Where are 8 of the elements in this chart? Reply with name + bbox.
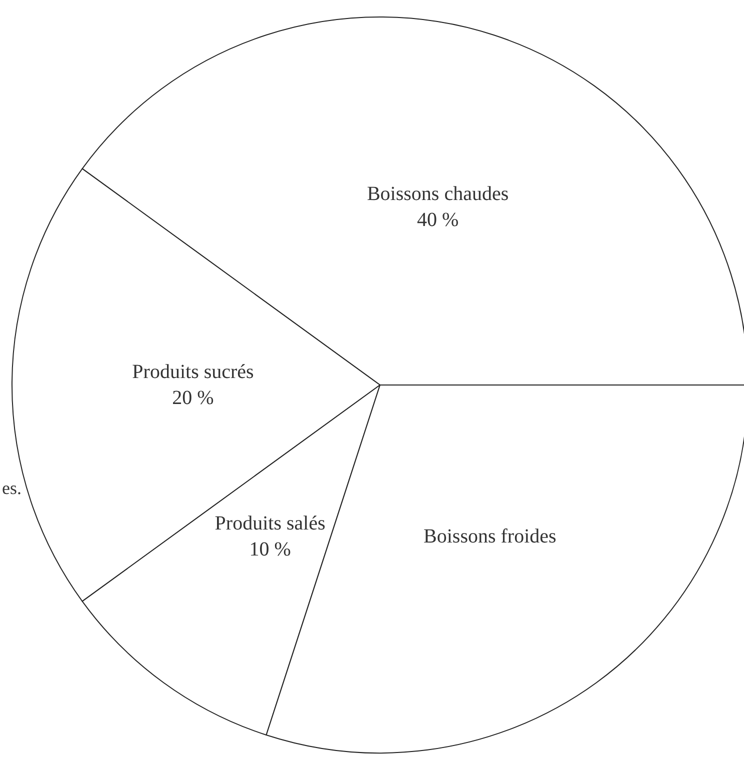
- slice-label: Boissons froides: [424, 525, 557, 548]
- data-label: 10 %: [249, 538, 291, 560]
- slice-label: Produits sucrés: [132, 361, 254, 383]
- data-label: 40 %: [416, 209, 459, 232]
- text: es.: [2, 478, 22, 499]
- slice-label: Boissons chaudes: [366, 183, 509, 206]
- slice-label: Produits salés: [214, 512, 326, 534]
- data-label: 20 %: [172, 387, 214, 409]
